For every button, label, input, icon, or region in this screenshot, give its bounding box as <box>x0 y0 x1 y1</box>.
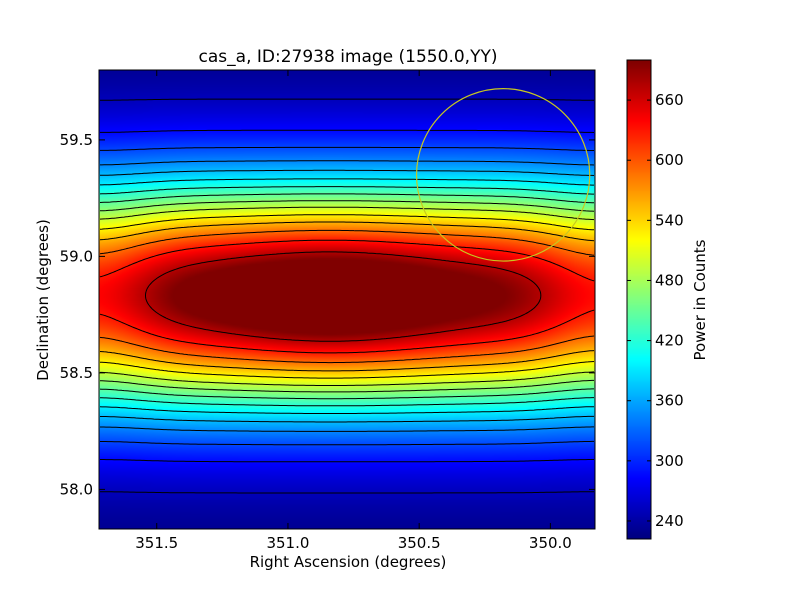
plot-frame <box>98 69 596 530</box>
y-tick-label: 58.5 <box>60 364 93 382</box>
colorbar-gradient <box>627 60 651 539</box>
contour-level-2 <box>100 146 594 446</box>
colorbar: 240 300 360 420 480 540 600 660 Power in Counts <box>626 59 709 540</box>
colorbar-frame <box>626 59 652 540</box>
contour-level-11 <box>99 221 595 372</box>
contour-level-6 <box>99 186 594 407</box>
chart-title: cas_a, ID:27938 image (1550.0,YY) <box>199 47 498 67</box>
colorbar-tick-label: 660 <box>655 91 684 109</box>
colorbar-tick-label: 300 <box>655 452 684 470</box>
colorbar-ticks: 240 300 360 420 480 540 600 660 <box>627 91 684 530</box>
colorbar-tick-label: 240 <box>655 512 684 530</box>
colorbar-tick-label: 600 <box>655 151 684 169</box>
contour-level-4 <box>100 169 595 423</box>
colorbar-label: Power in Counts <box>691 239 709 360</box>
x-tick-label: 351.5 <box>135 534 178 552</box>
contour-level-5 <box>99 178 594 414</box>
contour-level-1 <box>100 129 595 463</box>
y-tick-label: 58.0 <box>60 480 93 498</box>
y-tick-label: 59.0 <box>60 247 93 265</box>
colorbar-tick-label: 540 <box>655 211 684 229</box>
contour-level-0 <box>100 98 594 494</box>
contour-level-10 <box>99 214 595 379</box>
contour-level-9 <box>99 206 595 386</box>
plot-area: 351.5 351.0 350.5 350.0 58.0 58.5 59.0 59.5 <box>60 69 596 552</box>
y-axis-label: Declination (degrees) <box>34 219 52 381</box>
colorbar-tick-label: 360 <box>655 392 684 410</box>
heatmap-image <box>99 70 595 529</box>
y-axis: 58.0 58.5 59.0 59.5 <box>60 131 595 498</box>
x-tick-label: 350.5 <box>398 534 441 552</box>
contour-level-7 <box>99 193 595 400</box>
x-axis-label: Right Ascension (degrees) <box>250 553 447 571</box>
colorbar-tick-label: 480 <box>655 271 684 289</box>
contour-level-3 <box>100 160 595 432</box>
x-tick-label: 350.0 <box>529 534 572 552</box>
contour-level-14 <box>145 251 542 342</box>
region-circle <box>415 88 591 262</box>
colorbar-tick-label: 420 <box>655 332 684 350</box>
contour-level-12 <box>99 229 595 364</box>
contour-level-8 <box>99 200 595 393</box>
x-tick-label: 351.0 <box>266 534 309 552</box>
y-tick-label: 59.5 <box>60 131 93 149</box>
x-axis: 351.5 351.0 350.5 350.0 <box>135 70 572 552</box>
contour-lines <box>99 98 595 494</box>
contour-level-13 <box>99 239 595 354</box>
